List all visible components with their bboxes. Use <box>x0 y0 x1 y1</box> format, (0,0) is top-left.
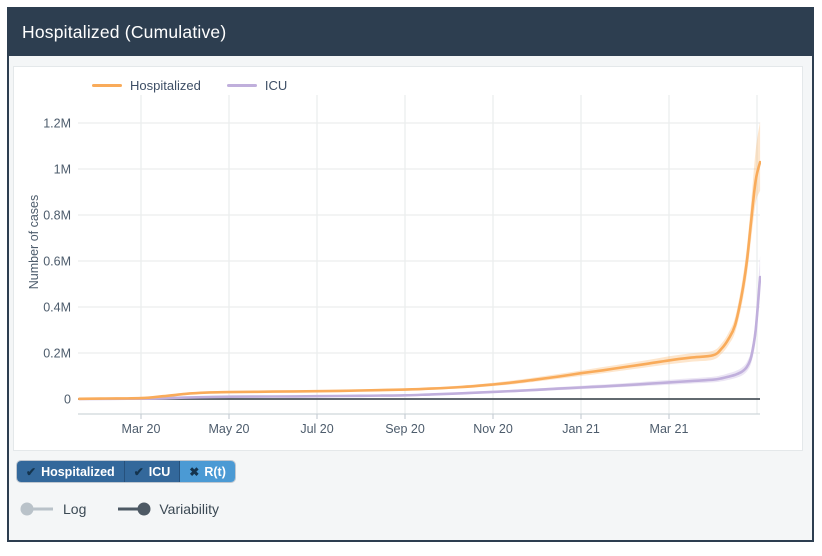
y-tick-label: 0 <box>64 393 71 407</box>
toggle-off-icon <box>20 502 53 516</box>
filter-button-icu[interactable]: ✔ ICU <box>124 461 181 482</box>
filter-button-label: ICU <box>148 464 171 479</box>
y-tick-label: 1M <box>54 163 71 177</box>
y-tick-label: 0.8M <box>43 209 71 223</box>
x-tick-label: May 20 <box>209 422 250 436</box>
hospitalized-confidence-band <box>79 121 761 399</box>
log-toggle[interactable]: Log <box>20 501 86 517</box>
x-tick-label: Jan 21 <box>562 422 600 436</box>
chart-panel: Hospitalized ICU Mar 20 May 20 Jul 20 Sep 2… <box>13 66 803 451</box>
y-axis-title: Number of cases <box>27 195 41 289</box>
toggle-on-icon <box>118 502 151 516</box>
panel-title: Hospitalized (Cumulative) <box>22 22 227 42</box>
panel-header: Hospitalized (Cumulative) <box>9 9 812 56</box>
option-toggles: Log Variability <box>20 501 219 517</box>
check-icon: ✔ <box>26 464 37 479</box>
legend-item-icu[interactable]: ICU <box>226 78 288 93</box>
filter-button-rt[interactable]: ✖ R(t) <box>180 461 235 482</box>
variability-toggle[interactable]: Variability <box>116 501 219 517</box>
cumulative-cases-chart[interactable]: Mar 20 May 20 Jul 20 Sep 20 Nov 20 Jan 21 Mar … <box>14 67 800 448</box>
x-tick-label: Jul 20 <box>300 422 333 436</box>
icu-line-swatch-icon <box>226 84 257 87</box>
filter-button-label: R(t) <box>204 464 226 479</box>
y-tick-label: 1.2M <box>43 117 71 131</box>
filter-button-hospitalized[interactable]: ✔ Hospitalized <box>17 461 125 482</box>
x-tick-label: Sep 20 <box>385 422 425 436</box>
hospitalized-line-swatch-icon <box>92 84 122 87</box>
icu-confidence-band <box>79 255 761 399</box>
x-tick-label: Mar 21 <box>650 422 689 436</box>
x-tick-label: Mar 20 <box>122 422 161 436</box>
legend-label: Hospitalized <box>130 78 201 93</box>
y-tick-label: 0.4M <box>43 301 71 315</box>
legend-item-hospitalized[interactable]: Hospitalized <box>92 78 201 93</box>
icu-line[interactable] <box>78 275 761 401</box>
filter-button-label: Hospitalized <box>41 464 115 479</box>
check-icon: ✔ <box>133 464 144 479</box>
hospitalized-line[interactable] <box>78 160 761 401</box>
x-icon: ✖ <box>189 464 200 479</box>
legend-label: ICU <box>264 78 288 93</box>
toggle-label: Variability <box>159 501 220 517</box>
toggle-label: Log <box>63 501 87 517</box>
y-tick-label: 0.6M <box>43 255 71 269</box>
series-filter-group: ✔ Hospitalized ✔ ICU ✖ R(t) <box>17 461 235 482</box>
y-tick-label: 0.2M <box>43 347 71 361</box>
dashboard-card: Hospitalized (Cumulative) Hospitalized I… <box>7 7 814 542</box>
chart-legend: Hospitalized ICU <box>92 78 287 93</box>
x-tick-label: Nov 20 <box>473 422 513 436</box>
